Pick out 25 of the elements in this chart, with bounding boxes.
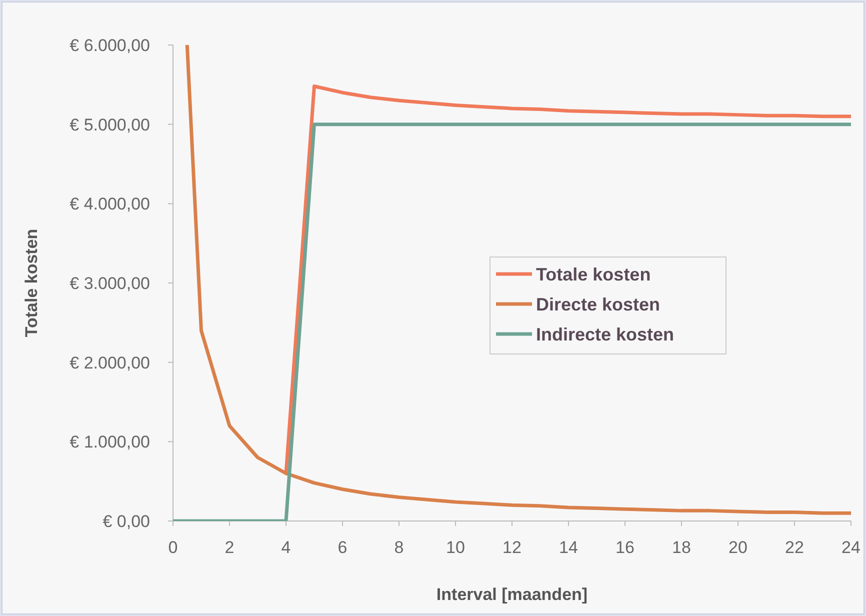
x-tick-label: 24 <box>842 538 860 557</box>
legend-label: Directe kosten <box>536 294 660 314</box>
legend-label: Totale kosten <box>536 264 651 284</box>
x-tick-label: 0 <box>168 538 178 557</box>
y-axis-title: Totale kosten <box>22 228 41 338</box>
x-tick-label: 2 <box>224 538 234 557</box>
x-tick-label: 10 <box>446 538 465 557</box>
x-tick-label: 14 <box>559 538 578 557</box>
y-tick-label: € 2.000,00 <box>70 353 150 372</box>
x-tick-label: 22 <box>785 538 804 557</box>
x-tick-label: 18 <box>672 538 691 557</box>
y-tick-label: € 6.000,00 <box>70 36 150 55</box>
y-tick-label: € 1.000,00 <box>70 432 150 452</box>
y-tick-label: € 4.000,00 <box>70 194 150 214</box>
x-tick-label: 4 <box>281 538 291 557</box>
x-axis-title: Interval [maanden] <box>436 585 588 604</box>
x-tick-label: 8 <box>394 538 404 557</box>
x-tick-label: 12 <box>502 538 522 557</box>
x-tick-label: 6 <box>338 538 348 557</box>
x-tick-label: 20 <box>728 538 748 557</box>
y-tick-label: € 3.000,00 <box>70 274 150 293</box>
y-tick-label: € 5.000,00 <box>70 115 150 134</box>
y-tick-label: € 0,00 <box>102 512 150 531</box>
x-tick-label: 16 <box>616 538 634 557</box>
legend-label: Indirecte kosten <box>536 324 674 344</box>
